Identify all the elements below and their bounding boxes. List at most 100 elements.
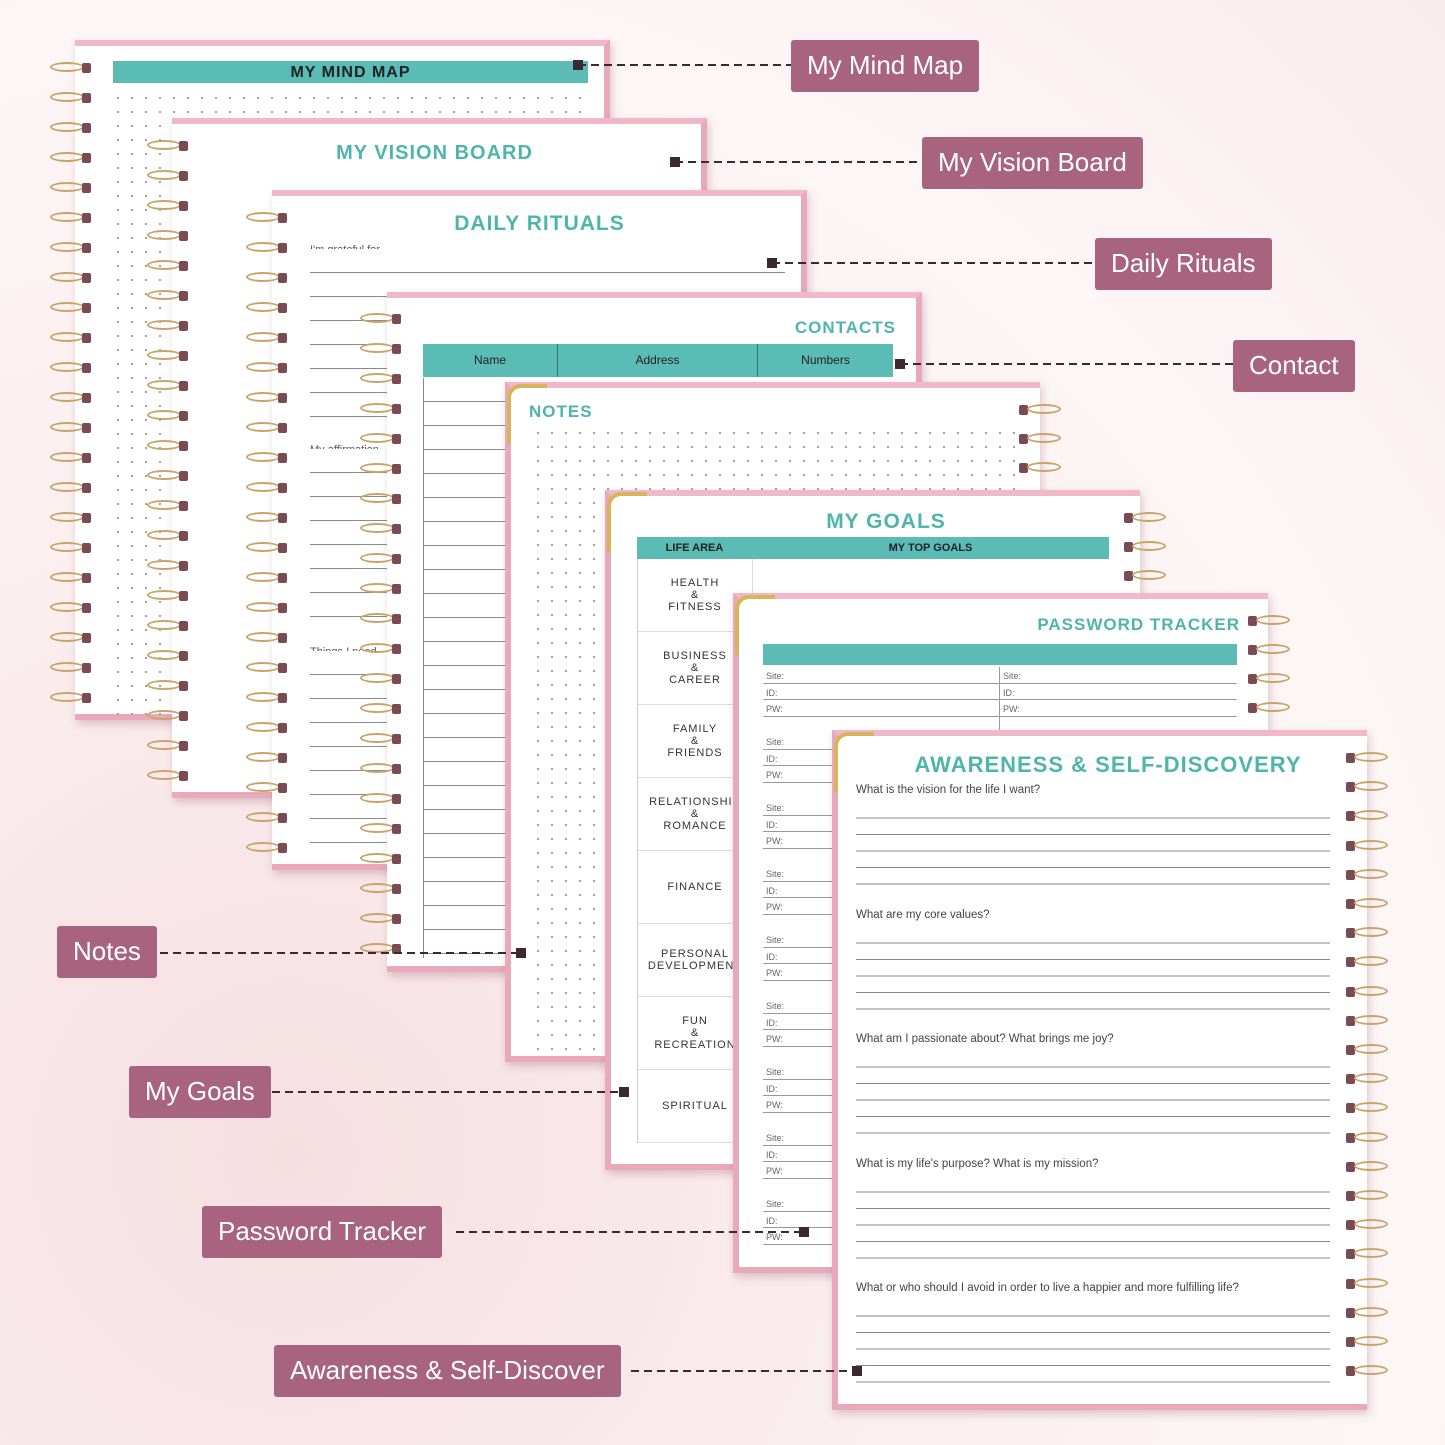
label-mind-map: My Mind Map: [791, 40, 980, 92]
spiral-ring-icon: [1346, 1044, 1388, 1056]
field-id[interactable]: ID:: [1000, 684, 1237, 700]
spiral-ring-icon: [147, 410, 189, 422]
spiral-ring-icon: [147, 740, 189, 752]
spiral-ring-icon: [246, 422, 288, 434]
field-pw[interactable]: PW:: [763, 700, 999, 717]
spiral-ring-icon: [1346, 1336, 1388, 1348]
spiral-ring-icon: [1346, 985, 1388, 998]
field-id[interactable]: ID:: [763, 684, 999, 700]
life-area-cell: HEALTH & FITNESS: [638, 559, 753, 631]
spiral-ring-icon: [1346, 1365, 1388, 1377]
field-label: ID:: [766, 687, 778, 698]
answer-lines[interactable]: [856, 802, 1330, 892]
spiral-ring-icon: [246, 542, 288, 554]
spiral-ring-icon: [1019, 462, 1061, 474]
field-label: ID:: [766, 753, 778, 764]
field-label: PW:: [766, 1034, 783, 1044]
spiral-ring-icon: [1346, 1190, 1388, 1202]
spiral-ring-icon: [50, 302, 92, 314]
field-label: ID:: [766, 819, 778, 830]
spiral-ring-icon: [1346, 810, 1388, 822]
spiral-ring-icon: [360, 463, 402, 475]
spiral-ring-icon: [360, 553, 402, 565]
field-label: Site:: [766, 1067, 785, 1077]
spiral-ring-icon: [147, 440, 189, 452]
answer-lines[interactable]: [856, 1051, 1330, 1141]
spiral-ring-icon: [147, 380, 189, 392]
spiral-ring-icon: [360, 523, 402, 535]
spiral-ring-icon: [1346, 927, 1388, 939]
awareness-title-row: AWARENESS & SELF-DISCOVERY: [838, 752, 1378, 778]
spiral-ring-icon: [246, 782, 288, 794]
spiral-ring-icon: [1124, 512, 1166, 524]
spiral-ring-icon: [50, 362, 92, 374]
vision-board-title: MY VISION BOARD: [336, 142, 533, 164]
spiral-ring-icon: [1346, 752, 1388, 764]
field-label: PW:: [766, 968, 783, 978]
life-area-label: FINANCE: [667, 881, 723, 893]
spiral-ring-icon: [50, 692, 92, 704]
life-area-label: RELATIONSHIP & ROMANCE: [649, 796, 741, 832]
my-goals-title: MY GOALS: [826, 510, 946, 533]
column-numbers: Numbers: [758, 344, 893, 377]
spiral-ring-icon: [1346, 1160, 1388, 1173]
field-label: ID:: [766, 1083, 778, 1094]
spiral-ring-icon: [360, 673, 402, 685]
life-area-label: BUSINESS & CAREER: [663, 650, 727, 686]
spiral-ring-icon: [147, 470, 189, 482]
spiral-ring-icon: [147, 590, 189, 602]
field-label: ID:: [766, 951, 778, 962]
spiral-ring-icon: [360, 643, 402, 655]
spiral-ring-icon: [50, 542, 92, 554]
spiral-ring-icon: [50, 332, 92, 344]
spiral-ring-icon: [147, 320, 189, 332]
field-site[interactable]: Site:: [1000, 667, 1237, 684]
spiral-ring-icon: [360, 913, 402, 925]
spiral-ring-icon: [50, 392, 92, 404]
field-label: ID:: [766, 1149, 778, 1160]
spiral-ring-icon: [1346, 839, 1388, 852]
spiral-ring-icon: [147, 140, 189, 152]
spiral-ring-icon: [246, 302, 288, 314]
spiral-ring-icon: [246, 632, 288, 644]
spiral-ring-icon: [360, 493, 402, 505]
spiral-ring-icon: [246, 212, 288, 224]
spiral-ring-icon: [147, 290, 189, 302]
field-pw[interactable]: PW:: [1000, 700, 1237, 717]
spiral-ring-icon: [360, 733, 402, 745]
spiral-ring-icon: [1248, 615, 1290, 627]
question-label: What is the vision for the life I want?: [856, 784, 1041, 796]
label-daily-rituals: Daily Rituals: [1095, 238, 1272, 290]
gold-corner: [607, 492, 647, 552]
field-label: PW:: [766, 1232, 783, 1242]
spiral-ring-icon: [246, 332, 288, 344]
gold-corner: [834, 732, 874, 792]
answer-lines[interactable]: [856, 926, 1330, 1017]
spiral-ring-icon: [147, 650, 189, 662]
spiral-ring-icon: [50, 122, 92, 134]
spiral-ring-icon: [147, 200, 189, 212]
label-notes: Notes: [57, 926, 157, 978]
spiral-ring-icon: [1346, 898, 1388, 910]
spiral-ring-icon: [246, 242, 288, 254]
contacts-header: Name Address Numbers: [423, 344, 893, 377]
spiral-ring-icon: [246, 722, 288, 734]
field-label: Site:: [766, 1199, 785, 1209]
spiral-ring-icon: [1346, 1277, 1388, 1290]
spiral-ring-icon: [1346, 1219, 1388, 1231]
field-label: Site:: [766, 1001, 785, 1011]
answer-lines[interactable]: [856, 1175, 1330, 1266]
spiral-ring-icon: [147, 530, 189, 542]
spiral-ring-icon: [147, 560, 189, 572]
spiral-ring-icon: [50, 272, 92, 284]
column-address-label: Address: [635, 353, 680, 367]
life-area-cell: PERSONAL DEVELOPMENT: [638, 924, 753, 996]
column-address: Address: [558, 344, 758, 377]
answer-lines[interactable]: [856, 1300, 1330, 1390]
spiral-ring-icon: [246, 392, 288, 404]
spiral-ring-icon: [360, 433, 402, 445]
mind-map-title: MY MIND MAP: [290, 64, 411, 81]
spiral-ring-icon: [1346, 1073, 1388, 1085]
field-site[interactable]: Site:: [763, 667, 999, 684]
spiral-ring-icon: [1346, 1014, 1388, 1027]
